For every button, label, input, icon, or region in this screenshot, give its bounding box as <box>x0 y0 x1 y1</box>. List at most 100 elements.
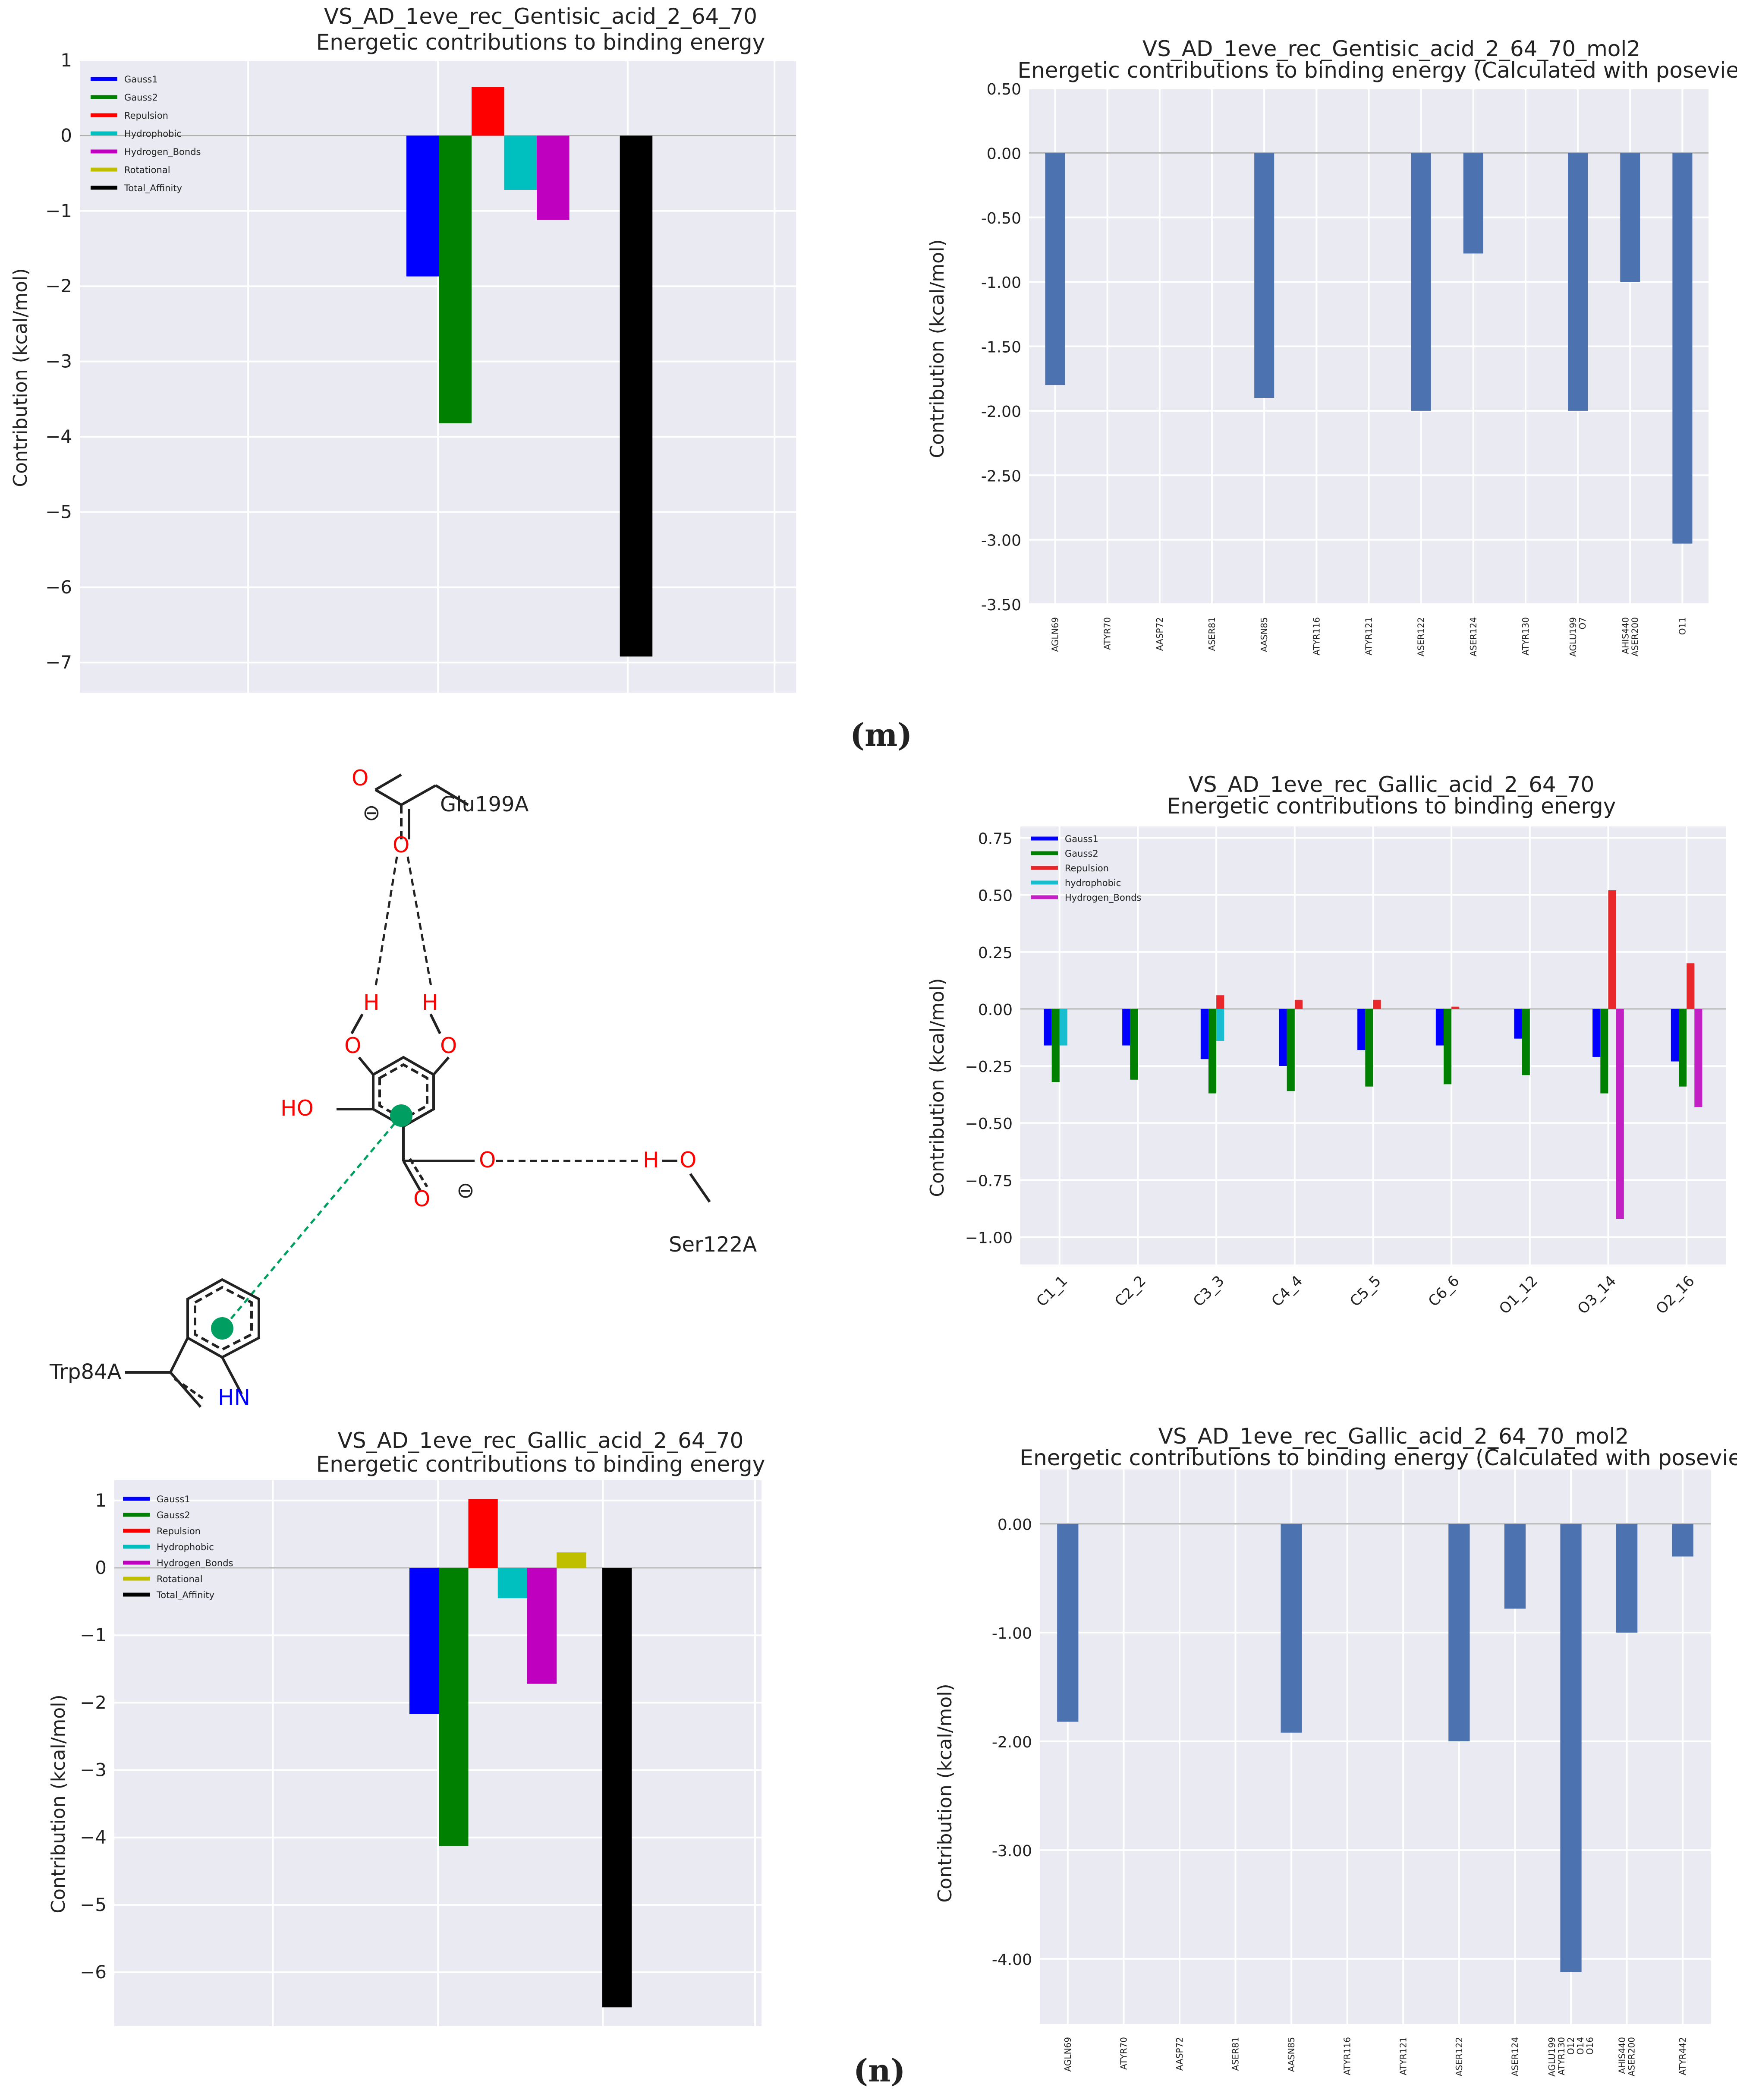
bar <box>1365 1009 1373 1087</box>
ser-chain-bond <box>689 1173 711 1203</box>
pi-stacking-line <box>221 1115 402 1330</box>
bar <box>504 136 537 190</box>
atom-h-1: H <box>363 990 380 1015</box>
x-tick-label: ASER124 <box>1510 2037 1520 2076</box>
legend-label: Gauss1 <box>157 1494 190 1504</box>
y-tick-label: -1.00 <box>992 1625 1032 1643</box>
bar <box>1216 995 1224 1009</box>
bar <box>1435 1009 1444 1046</box>
bar <box>1130 1009 1138 1080</box>
y-tick-label: -1.00 <box>981 274 1021 292</box>
chart-subtitle: Energetic contributions to binding energ… <box>1018 58 1737 83</box>
y-tick-label: −0.50 <box>965 1115 1013 1133</box>
legend-label: Repulsion <box>157 1526 201 1536</box>
chart-n-left: VS_AD_1eve_rec_Gallic_acid_2_64_70 Energ… <box>47 1428 765 2026</box>
chart-title: VS_AD_1eve_rec_Gentisic_acid_2_64_70_mol… <box>1142 36 1640 61</box>
bar <box>1444 1009 1452 1085</box>
bar <box>1279 1009 1287 1066</box>
atom-o-hydroxyl-1: O <box>344 1033 361 1058</box>
y-tick-label: 1 <box>95 1490 107 1511</box>
atom-h-2: H <box>422 990 438 1015</box>
legend-label: Repulsion <box>1065 863 1109 873</box>
bar <box>1671 1009 1679 1062</box>
bar <box>1281 1523 1302 1733</box>
legend-label: Gauss2 <box>1065 848 1098 859</box>
atom-o-glu-1: O <box>352 766 368 791</box>
y-tick-label: 0.50 <box>987 81 1021 98</box>
x-tick-label: ASER124 <box>1468 617 1479 656</box>
y-tick-label: 0.75 <box>978 830 1013 848</box>
legend-label: Rotational <box>124 165 170 175</box>
y-tick-label: 1 <box>60 50 72 71</box>
y-tick-label: -3.00 <box>992 1842 1032 1860</box>
x-tick-label: AGLN69 <box>1063 2037 1073 2072</box>
y-tick-label: -4.00 <box>992 1951 1032 1969</box>
y-tick-label: −1.00 <box>965 1230 1013 1247</box>
bar <box>1200 1009 1208 1059</box>
x-tick-label: ASER122 <box>1454 2037 1464 2076</box>
x-tick-label: O11 <box>1677 617 1687 635</box>
x-tick-label: AASP72 <box>1174 2037 1185 2071</box>
atom-h-ser: H <box>643 1148 659 1173</box>
legend-label: Gauss2 <box>124 92 158 103</box>
pi-center-gallic <box>390 1104 412 1127</box>
trp84-indole <box>125 1278 260 1408</box>
bar <box>1600 1009 1608 1094</box>
x-tick-label: AGLU199 <box>1547 2037 1557 2077</box>
x-tick-label: O16 <box>1585 2037 1595 2055</box>
legend-label: Repulsion <box>124 110 168 121</box>
x-tick-label: ATYR70 <box>1118 2037 1129 2070</box>
legend-label: hydrophobic <box>1065 878 1121 888</box>
legend-label: Gauss1 <box>124 74 158 85</box>
bar <box>497 1568 527 1599</box>
y-tick-label: -0.50 <box>981 210 1021 227</box>
bar <box>557 1552 586 1568</box>
bar <box>1216 1009 1224 1041</box>
atom-o-glu-2: O <box>393 832 409 858</box>
x-tick-label: AHIS440 <box>1620 617 1630 654</box>
y-tick-label: -2.00 <box>981 403 1021 421</box>
bar <box>1451 1006 1460 1009</box>
legend-label: Hydrogen_Bonds <box>1065 892 1141 903</box>
bar <box>1463 153 1483 254</box>
chart-m-left: VS_AD_1eve_rec_Gentisic_acid_2_64_70 Ene… <box>9 4 796 693</box>
x-tick-label: O7 <box>1577 617 1588 629</box>
bar <box>1287 1009 1295 1091</box>
bar <box>1560 1523 1582 1972</box>
bar <box>406 136 439 277</box>
x-tick-label: AASN85 <box>1259 617 1269 652</box>
y-tick-label: 0 <box>95 1557 107 1578</box>
y-tick-label: −5 <box>80 1894 107 1915</box>
legend-label: Total_Affinity <box>156 1590 214 1601</box>
y-tick-label: −5 <box>45 501 72 522</box>
residue-label-trp84a: Trp84A <box>49 1360 122 1384</box>
y-tick-label: −2 <box>80 1692 107 1713</box>
bar <box>1059 1009 1067 1046</box>
x-tick-label: ASER81 <box>1230 2037 1241 2071</box>
x-tick-label: ASER122 <box>1416 617 1426 656</box>
atom-ho: HO <box>280 1096 314 1121</box>
x-tick-label: AHIS440 <box>1617 2037 1627 2074</box>
y-tick-label: −3 <box>45 351 72 372</box>
chart-title: VS_AD_1eve_rec_Gallic_acid_2_64_70_mol2 <box>1158 1424 1629 1449</box>
chart-subtitle: Energetic contributions to binding energ… <box>316 30 765 55</box>
atom-o-hydroxyl-2: O <box>440 1033 457 1058</box>
x-tick-label: ASER200 <box>1630 617 1640 656</box>
atom-o-carboxyl-1: O <box>479 1148 496 1173</box>
y-tick-label: −0.75 <box>965 1172 1013 1190</box>
x-tick-label: O12 <box>1566 2037 1576 2055</box>
chart-title: VS_AD_1eve_rec_Gallic_acid_2_64_70 <box>338 1428 744 1453</box>
y-tick-label: 0.50 <box>978 887 1013 905</box>
bar <box>1504 1523 1526 1609</box>
bar <box>1122 1009 1130 1046</box>
legend-label: Total_Affinity <box>124 183 182 194</box>
y-axis-label: Contribution (kcal/mol) <box>9 268 31 487</box>
y-tick-label: 0.00 <box>998 1516 1032 1534</box>
atom-o-carboxyl-2: O <box>413 1186 430 1211</box>
y-tick-label: -3.50 <box>981 596 1021 614</box>
y-tick-label: −7 <box>45 652 72 673</box>
y-tick-label: 0.00 <box>987 145 1021 163</box>
y-tick-label: −4 <box>45 426 72 447</box>
x-tick-label: O1_12 <box>1496 1272 1541 1318</box>
pi-center-trp <box>211 1317 233 1340</box>
